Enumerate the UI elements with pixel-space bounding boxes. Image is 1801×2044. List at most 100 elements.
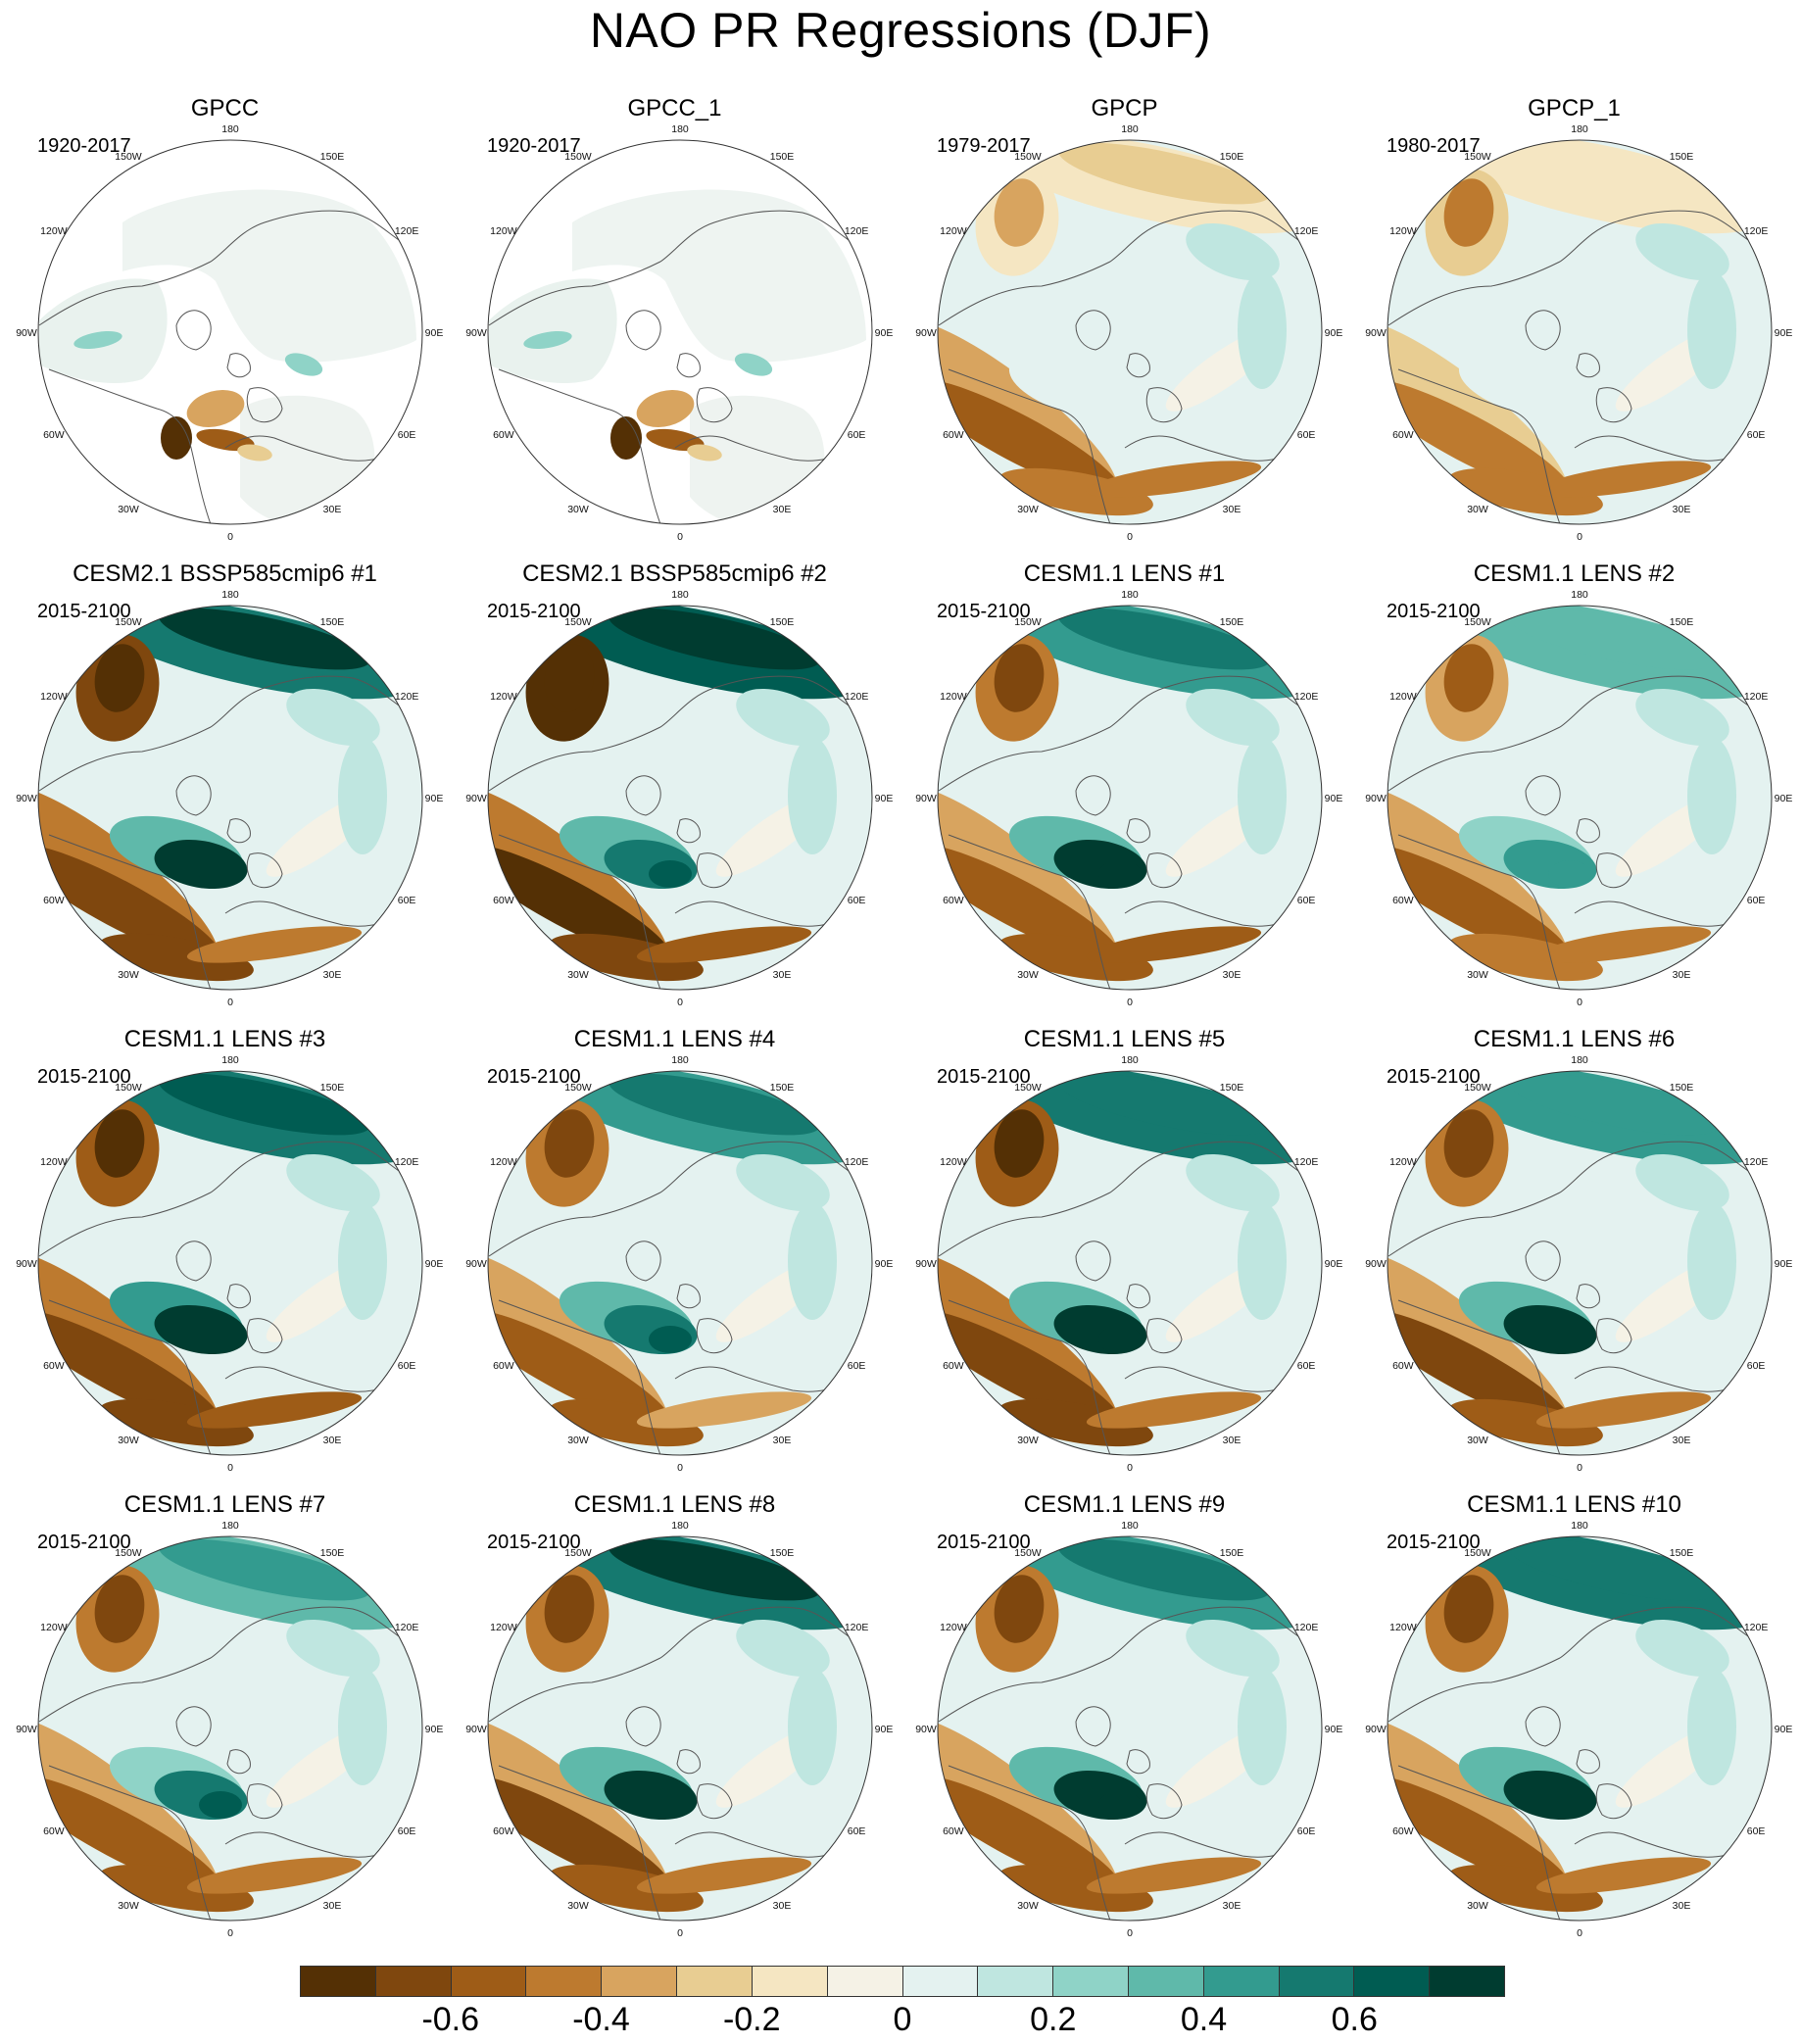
- anomaly-region: [544, 644, 595, 712]
- coastline: [1075, 310, 1111, 351]
- coastline: [1525, 775, 1561, 816]
- panel-title: CESM1.1 LENS #1: [1023, 560, 1226, 587]
- anomaly-region: [1058, 608, 1270, 670]
- polar-map: 180 150E 120E 90E 60E 30E 0 30W 60W 90W 120W 150W: [16, 1054, 443, 1474]
- longitude-label: 150W: [1464, 616, 1491, 628]
- longitude-label: 60E: [1297, 895, 1316, 906]
- longitude-label: 0: [1577, 1927, 1582, 1939]
- colorbar-box: [1430, 1967, 1504, 1996]
- coastline: [1397, 834, 1561, 990]
- coastline: [246, 1783, 283, 1820]
- anomaly-region: [161, 416, 192, 460]
- longitude-label: 60W: [943, 429, 964, 441]
- longitude-label: 150E: [1220, 151, 1244, 163]
- longitude-label: 90W: [465, 327, 487, 339]
- coastline: [1576, 1749, 1600, 1775]
- coastline: [1387, 1141, 1752, 1257]
- longitude-label: 180: [671, 1520, 689, 1532]
- coastline: [1145, 387, 1183, 423]
- colorbar-box: [978, 1967, 1054, 1996]
- map-boundary: [487, 1535, 873, 1922]
- longitude-label: 90E: [1775, 793, 1793, 804]
- anomaly-region: [998, 933, 1153, 982]
- anomaly-region: [199, 1791, 242, 1819]
- anomaly-field: [38, 140, 422, 524]
- longitude-label: 0: [677, 1927, 683, 1939]
- anomaly-region: [788, 737, 837, 854]
- longitude-label: 0: [677, 1462, 683, 1474]
- anomaly-region: [99, 1864, 254, 1913]
- map-boundary: [1387, 139, 1773, 525]
- colorbar-box: [1128, 1967, 1204, 1996]
- anomaly-region: [998, 1398, 1153, 1447]
- anomaly-region: [1058, 142, 1270, 205]
- longitude-label: 30W: [118, 969, 139, 981]
- colorbar-box: [451, 1967, 527, 1996]
- map-panel: CESM1.1 LENS #7 2015-2100 180 150E 120E 90E 60…: [0, 1489, 450, 1954]
- longitude-label: 180: [221, 123, 239, 135]
- longitude-label: 180: [671, 1054, 689, 1066]
- longitude-label: 90W: [16, 1724, 37, 1735]
- anomaly-region: [649, 1791, 692, 1819]
- longitude-label: 0: [1127, 1927, 1133, 1939]
- longitude-label: 120E: [1294, 1156, 1319, 1168]
- longitude-label: 30W: [1467, 1435, 1488, 1446]
- longitude-label: 60W: [1392, 429, 1414, 441]
- coastline: [488, 210, 852, 326]
- longitude-label: 90E: [425, 1724, 444, 1735]
- longitude-label: 90W: [1365, 327, 1387, 339]
- longitude-label: 0: [677, 531, 683, 543]
- longitude-label: 90E: [1325, 327, 1343, 339]
- anomaly-region: [196, 428, 255, 452]
- longitude-label: 60E: [848, 429, 866, 441]
- panel-period: 1920-2017: [37, 135, 131, 157]
- coastline: [625, 1241, 661, 1282]
- longitude-label: 120W: [490, 691, 517, 703]
- map-panel: CESM1.1 LENS #10 2015-2100 180 150E 120E 90E 6…: [1349, 1489, 1799, 1954]
- anomaly-region: [286, 1619, 380, 1678]
- longitude-label: 30E: [1673, 1900, 1691, 1912]
- longitude-label: 150E: [1220, 1082, 1244, 1094]
- anomaly-region: [1238, 1202, 1287, 1320]
- longitude-label: 60W: [1392, 895, 1414, 906]
- colorbar-tick-label: -0.6: [421, 2001, 480, 2038]
- coastline: [1075, 775, 1111, 816]
- anomaly-region: [523, 331, 572, 349]
- longitude-label: 120E: [845, 1156, 869, 1168]
- coastline: [948, 1765, 1111, 1921]
- longitude-label: 150E: [320, 1547, 345, 1559]
- longitude-label: 60W: [943, 1825, 964, 1837]
- coastline: [48, 368, 212, 524]
- map-panel: CESM1.1 LENS #3 2015-2100 180 150E 120E 90E 60…: [0, 1024, 450, 1488]
- longitude-label: 120W: [940, 1622, 967, 1633]
- longitude-label: 60W: [1392, 1825, 1414, 1837]
- anomaly-region: [636, 1391, 812, 1429]
- map-panels-grid: GPCC 1920-2017 180 150E 120E 90E 60E 30E 0 30W 60W…: [0, 95, 1793, 1939]
- longitude-label: 30W: [1017, 969, 1039, 981]
- anomaly-region: [649, 1326, 692, 1353]
- anomaly-field: [1387, 606, 1772, 990]
- anomaly-region: [1687, 271, 1736, 389]
- panel-title: CESM1.1 LENS #2: [1473, 560, 1676, 587]
- anomaly-region: [788, 1668, 837, 1785]
- map-boundary: [937, 1070, 1323, 1456]
- map-boundary: [487, 1070, 873, 1456]
- anomaly-region: [1687, 1668, 1736, 1785]
- coastline: [175, 1706, 212, 1747]
- longitude-label: 60W: [943, 895, 964, 906]
- coastline: [1576, 1284, 1600, 1309]
- coastline: [1397, 1299, 1561, 1455]
- colorbar-tick-label: 0.2: [1030, 2001, 1077, 2038]
- longitude-label: 120W: [940, 1156, 967, 1168]
- anomaly-region: [1086, 926, 1262, 963]
- longitude-label: 60W: [493, 1360, 514, 1372]
- anomaly-field: [38, 606, 422, 990]
- longitude-label: 90E: [875, 1724, 894, 1735]
- anomaly-region: [1387, 1775, 1572, 1894]
- longitude-label: 180: [1121, 1054, 1139, 1066]
- longitude-label: 60E: [1747, 1825, 1766, 1837]
- panel-period: 2015-2100: [1387, 1532, 1481, 1553]
- longitude-label: 120E: [1744, 691, 1769, 703]
- longitude-label: 150W: [1014, 616, 1042, 628]
- coastline: [1595, 1318, 1632, 1354]
